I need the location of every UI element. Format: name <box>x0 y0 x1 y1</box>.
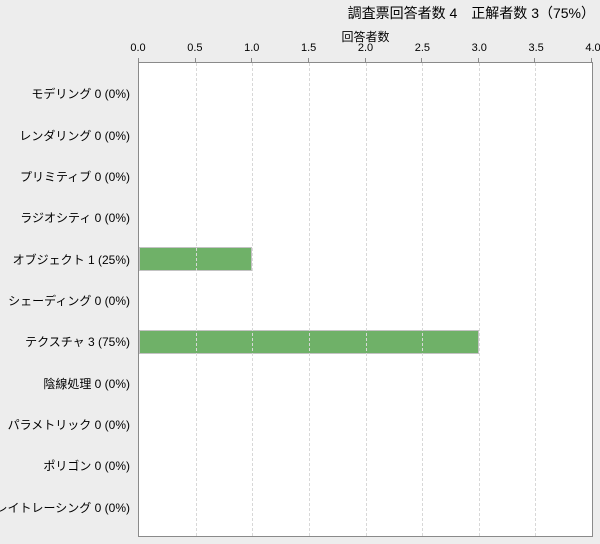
grid-line <box>195 63 197 536</box>
x-axis-tick <box>591 58 592 62</box>
category-row: レイトレーシング 0 (0%) <box>0 487 130 528</box>
x-axis-title: 回答者数 <box>341 30 390 44</box>
x-tick-label: 3.5 <box>528 42 544 54</box>
grid-line <box>365 63 367 536</box>
grid-line <box>478 63 480 536</box>
grid-line <box>535 63 537 536</box>
x-axis-tick <box>534 58 536 62</box>
category-row: シェーディング 0 (0%) <box>0 280 130 321</box>
category-row: モデリング 0 (0%) <box>0 73 130 114</box>
x-axis-tick <box>251 58 253 62</box>
category-label: シェーディング 0 (0%) <box>8 293 130 308</box>
x-axis-tick <box>421 58 423 62</box>
category-row: ラジオシティ 0 (0%) <box>0 197 130 238</box>
category-label: ラジオシティ 0 (0%) <box>20 211 130 226</box>
category-axis-labels: モデリング 0 (0%) レンダリング 0 (0%) プリミティブ 0 (0%) ラジ… <box>0 62 130 537</box>
category-label: 陰線処理 0 (0%) <box>43 376 130 391</box>
x-axis-tick <box>194 58 196 62</box>
category-row: プリミティブ 0 (0%) <box>0 156 130 197</box>
category-label: レイトレーシング 0 (0%) <box>0 500 130 515</box>
category-label: パラメトリック 0 (0%) <box>7 418 130 433</box>
x-axis-tick <box>307 58 309 62</box>
x-axis-tick <box>138 58 139 62</box>
x-tick-label: 1.5 <box>300 42 317 54</box>
category-row: 陰線処理 0 (0%) <box>0 363 130 404</box>
grid-line <box>422 63 424 536</box>
x-tick-label: 0.0 <box>130 42 146 54</box>
grid-line <box>308 63 310 536</box>
x-tick-label: 2.0 <box>357 42 374 54</box>
chart-title: 調査票回答者数 4 正解者数 3（75%） <box>347 5 595 21</box>
x-tick-label: 2.5 <box>414 42 431 54</box>
category-label: モデリング 0 (0%) <box>31 87 130 102</box>
category-label: レンダリング 0 (0%) <box>19 128 130 143</box>
category-row: オブジェクト 1 (25%) <box>0 238 130 279</box>
category-row: ポリゴン 0 (0%) <box>0 445 130 486</box>
x-tick-label: 4.0 <box>585 42 600 54</box>
category-label: オブジェクト 1 (25%) <box>12 252 130 267</box>
x-axis-tick <box>477 58 479 62</box>
category-label: ポリゴン 0 (0%) <box>43 459 130 474</box>
category-label: プリミティブ 0 (0%) <box>20 169 130 184</box>
x-tick-label: 1.0 <box>244 42 260 54</box>
x-axis-tick <box>364 58 366 62</box>
x-axis-tick-labels: 0.0 0.5 1.0 1.5 2.0 2.5 3.0 3.5 4.0 <box>130 42 600 56</box>
grid-line <box>252 63 254 536</box>
category-label: テクスチャ 3 (75%) <box>25 335 130 350</box>
x-tick-label: 0.5 <box>187 42 203 54</box>
category-row: レンダリング 0 (0%) <box>0 114 130 155</box>
category-row: パラメトリック 0 (0%) <box>0 404 130 445</box>
category-row: テクスチャ 3 (75%) <box>0 321 130 362</box>
x-tick-label: 3.0 <box>471 42 487 54</box>
plot-area <box>138 58 593 537</box>
